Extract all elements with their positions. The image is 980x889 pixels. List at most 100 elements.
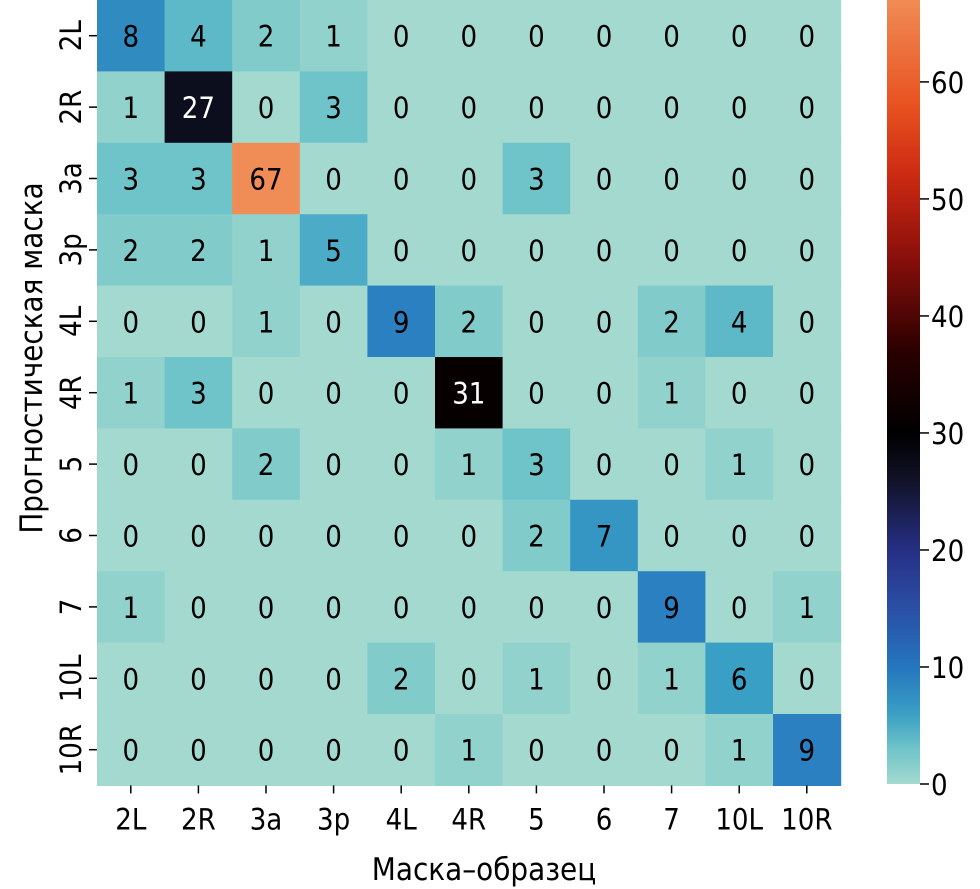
cell-value-label: 1	[325, 20, 342, 54]
heatmap-cell	[164, 714, 233, 786]
cell-value-label: 3	[528, 163, 545, 197]
heatmap-cell	[773, 285, 842, 358]
heatmap-cell	[570, 285, 639, 358]
cell-value-label: 0	[798, 448, 815, 482]
cell-value-label: 0	[393, 520, 410, 554]
cell-value-label: 1	[528, 662, 545, 696]
cell-value-label: 0	[258, 377, 275, 411]
cell-value-label: 27	[182, 91, 215, 125]
cell-value-label: 0	[731, 234, 748, 268]
heatmap-cell	[705, 357, 774, 429]
cell-value-label: 9	[663, 591, 680, 625]
cell-value-label: 1	[122, 591, 139, 625]
cell-value-label: 0	[122, 662, 139, 696]
x-tick-label: 3a	[250, 802, 283, 836]
heatmap-cell	[299, 285, 368, 358]
cell-value-label: 1	[731, 448, 748, 482]
cell-value-label: 0	[393, 91, 410, 125]
heatmap-cell	[773, 214, 842, 287]
cell-value-label: 0	[190, 520, 207, 554]
heatmap-cell	[435, 499, 504, 572]
heatmap-cell	[164, 0, 233, 72]
cell-value-label: 2	[393, 662, 410, 696]
x-tick-label: 7	[663, 802, 680, 836]
heatmap-cell	[97, 142, 166, 215]
cell-value-label: 1	[798, 591, 815, 625]
heatmap-cell	[773, 714, 842, 786]
heatmap-cell	[705, 71, 774, 144]
colorbar-tick-label: 30	[931, 417, 964, 451]
heatmap-cell	[435, 71, 504, 144]
cell-value-label: 9	[798, 734, 815, 768]
cell-value-label: 0	[528, 305, 545, 339]
cell-value-label: 0	[258, 734, 275, 768]
heatmap-cell	[299, 428, 368, 501]
x-tick-label: 10L	[715, 802, 763, 836]
heatmap-cell	[367, 285, 436, 358]
heatmap-cell	[232, 642, 301, 715]
y-tick-label: 3p	[54, 233, 88, 266]
cell-value-label: 0	[190, 591, 207, 625]
x-tick-label: 10R	[781, 802, 832, 836]
cell-value-label: 0	[663, 163, 680, 197]
cell-value-label: 0	[258, 591, 275, 625]
heatmap-cell	[570, 357, 639, 429]
x-tick-label: 3p	[317, 802, 350, 836]
heatmap-cell	[502, 571, 571, 644]
heatmap-cell	[705, 428, 774, 501]
heatmap-cell	[299, 0, 368, 72]
heatmap-cell	[97, 714, 166, 786]
cell-value-label: 0	[731, 163, 748, 197]
x-tick-label: 5	[528, 802, 545, 836]
heatmap-cell	[502, 499, 571, 572]
cell-value-label: 0	[122, 448, 139, 482]
heatmap-cell	[97, 642, 166, 715]
heatmap-cell	[773, 357, 842, 429]
cell-value-label: 1	[731, 734, 748, 768]
colorbar-ticks: 0 10 20 30 40 50 60	[920, 66, 964, 802]
heatmap-cell	[164, 142, 233, 215]
heatmap-cell	[97, 285, 166, 358]
cell-value-label: 0	[325, 520, 342, 554]
cell-value-label: 0	[798, 163, 815, 197]
heatmap-cell	[299, 214, 368, 287]
heatmap-cell	[637, 357, 706, 429]
cell-value-label: 0	[596, 20, 613, 54]
cell-value-label: 0	[325, 591, 342, 625]
y-tick-label: 7	[54, 599, 88, 616]
cell-value-label: 2	[190, 234, 207, 268]
heatmap-cell	[637, 0, 706, 72]
heatmap-cell	[164, 428, 233, 501]
heatmap-cell	[232, 71, 301, 144]
heatmap-cell	[502, 285, 571, 358]
heatmap-cell	[637, 142, 706, 215]
heatmap-cell	[435, 142, 504, 215]
cell-value-label: 0	[798, 520, 815, 554]
cell-value-label: 0	[258, 662, 275, 696]
cell-value-label: 0	[798, 234, 815, 268]
heatmap-cell	[637, 642, 706, 715]
y-tick-label: 4L	[54, 305, 88, 337]
cell-value-label: 0	[460, 20, 477, 54]
cell-value-label: 9	[393, 305, 410, 339]
x-tick-label: 2L	[115, 802, 147, 836]
heatmap-cell	[773, 499, 842, 572]
heatmap-cell	[164, 357, 233, 429]
heatmap-cell	[367, 142, 436, 215]
cell-value-label: 3	[190, 377, 207, 411]
cell-value-label: 31	[452, 377, 485, 411]
cell-value-label: 3	[325, 91, 342, 125]
cell-value-label: 0	[596, 305, 613, 339]
cell-value-label: 0	[122, 734, 139, 768]
cell-value-label: 0	[798, 305, 815, 339]
cell-value-label: 3	[122, 163, 139, 197]
x-axis-title: Маска–образец	[372, 852, 596, 888]
heatmap-cell	[367, 71, 436, 144]
cell-value-label: 1	[460, 734, 477, 768]
cell-value-label: 2	[258, 20, 275, 54]
heatmap-cell	[773, 71, 842, 144]
cell-value-label: 2	[663, 305, 680, 339]
y-axis-ticks: 2L 2R 3a 3p 4L 4R 5 6 7 10L 10R	[54, 20, 97, 775]
cell-value-label: 0	[798, 91, 815, 125]
